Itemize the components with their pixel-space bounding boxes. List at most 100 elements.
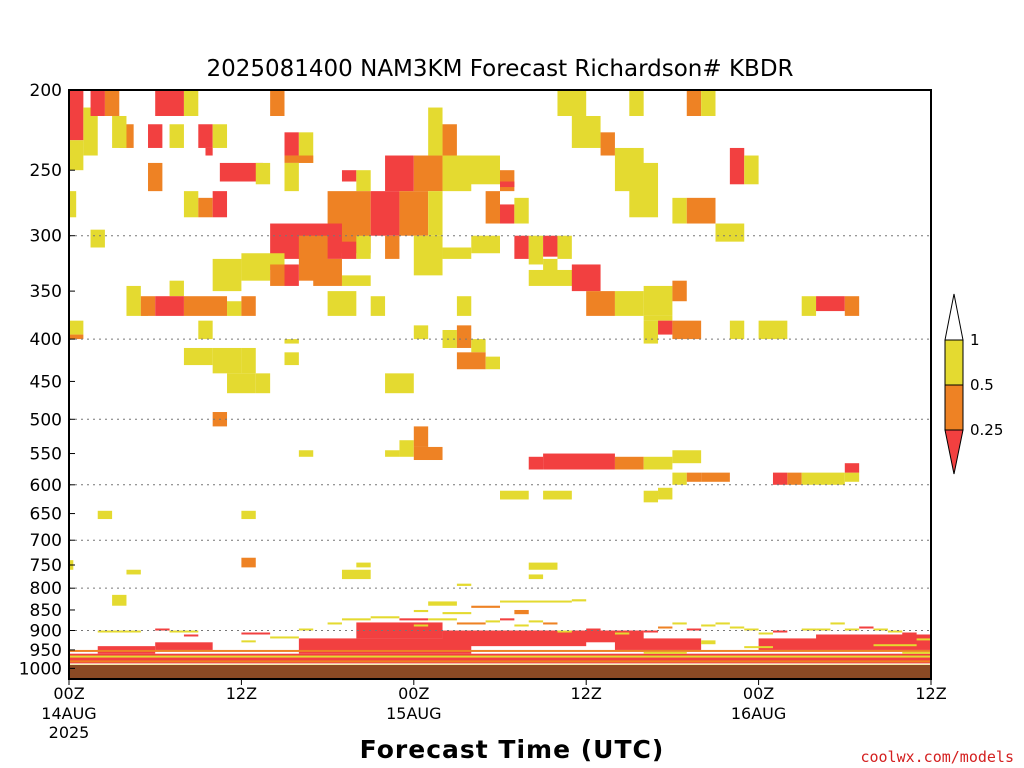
colorbar-label: 0.25 xyxy=(970,421,1003,439)
ri-cell xyxy=(672,472,687,485)
ri-cell xyxy=(715,223,745,242)
ri-cell xyxy=(112,115,127,148)
ri-cell xyxy=(284,162,299,192)
ri-cell xyxy=(399,191,429,236)
ri-cell xyxy=(69,140,84,171)
ri-cell xyxy=(658,320,673,335)
ri-cell xyxy=(298,450,314,457)
ri-cell xyxy=(701,472,730,482)
ri-strip xyxy=(500,618,515,621)
ri-cell xyxy=(801,472,845,485)
y-tick-label: 1000 xyxy=(19,659,62,679)
ri-cell xyxy=(370,296,386,316)
colorbar-bottom-triangle xyxy=(944,429,964,475)
ri-cell xyxy=(270,264,285,286)
y-tick-label: 350 xyxy=(30,282,62,302)
ri-cell xyxy=(442,247,472,259)
ri-cell xyxy=(471,235,500,254)
ri-cell xyxy=(413,446,443,461)
ri-cell xyxy=(614,291,644,316)
ri-cell xyxy=(155,296,184,316)
ri-cell xyxy=(255,373,271,394)
ri-cell xyxy=(413,155,443,192)
ri-cell xyxy=(241,557,256,568)
ri-cell xyxy=(370,191,400,236)
ri-strip xyxy=(873,628,888,631)
ri-cell xyxy=(97,510,113,520)
ri-band xyxy=(298,638,472,654)
ri-cell xyxy=(284,264,299,286)
ri-cell xyxy=(658,487,673,500)
y-tick-label: 850 xyxy=(30,601,62,621)
ri-cell xyxy=(672,320,702,340)
ri-strip xyxy=(341,618,371,621)
ri-cell xyxy=(686,197,716,224)
ri-cell xyxy=(456,155,500,185)
ri-cell xyxy=(514,235,529,259)
ri-cell xyxy=(341,275,371,286)
ri-strip xyxy=(916,638,931,641)
ri-cell xyxy=(557,90,587,116)
y-tick-label: 500 xyxy=(30,410,62,430)
ri-cell xyxy=(758,320,788,340)
ri-cell xyxy=(212,258,242,292)
ri-cell xyxy=(456,296,472,316)
ri-band xyxy=(155,642,213,650)
y-tick-label: 800 xyxy=(30,579,62,599)
ri-cell xyxy=(442,612,472,615)
ri-cell xyxy=(183,90,199,116)
ri-strip xyxy=(528,620,544,623)
ri-cell xyxy=(205,147,213,156)
ri-cell xyxy=(514,197,529,224)
y-tick-label: 550 xyxy=(30,445,62,465)
ri-strip xyxy=(830,622,845,625)
ri-strip xyxy=(69,660,931,663)
ri-cell xyxy=(356,235,371,259)
ri-cell xyxy=(701,90,716,116)
ri-strip xyxy=(744,646,773,649)
ri-cell xyxy=(270,90,285,116)
ri-cell xyxy=(629,162,659,218)
ri-cell xyxy=(341,170,357,182)
ri-cell xyxy=(816,296,845,312)
ri-cell xyxy=(148,162,163,192)
ri-cell xyxy=(241,258,271,281)
ri-cell xyxy=(298,132,314,163)
x-tick-year: 2025 xyxy=(49,723,90,742)
ri-strip xyxy=(902,632,917,635)
ri-strip xyxy=(715,622,730,625)
x-tick-date: 14AUG xyxy=(41,704,96,723)
ri-cell xyxy=(183,191,199,218)
ri-cell xyxy=(500,490,529,500)
x-tick-date: 16AUG xyxy=(731,704,786,723)
ri-cell xyxy=(643,285,673,316)
ri-cell xyxy=(844,472,860,482)
ri-strip xyxy=(169,630,199,633)
ri-cell xyxy=(212,347,242,374)
ri-cell xyxy=(787,472,802,485)
y-tick-label: 300 xyxy=(30,227,62,247)
ri-cell xyxy=(543,453,615,470)
ri-cell xyxy=(801,296,817,316)
ri-cell xyxy=(629,90,644,116)
ri-strip xyxy=(69,655,931,658)
y-tick-label: 250 xyxy=(30,161,62,181)
ri-strip xyxy=(686,628,702,631)
ri-cell xyxy=(672,197,687,224)
y-tick-label: 650 xyxy=(30,505,62,525)
ri-cell xyxy=(341,241,357,259)
ri-cell xyxy=(399,440,414,457)
y-tick-label: 900 xyxy=(30,622,62,642)
ri-strip xyxy=(744,628,759,631)
ri-cell xyxy=(112,594,127,606)
ri-band xyxy=(528,630,644,643)
ri-cell xyxy=(485,191,500,224)
ri-cell xyxy=(356,170,371,192)
ri-cell xyxy=(356,562,371,568)
ri-cell xyxy=(385,373,414,394)
ri-cell xyxy=(413,609,429,613)
ri-cell xyxy=(69,191,77,218)
ri-cell xyxy=(413,325,429,340)
ri-cell xyxy=(528,456,544,470)
ri-cell xyxy=(313,258,342,286)
